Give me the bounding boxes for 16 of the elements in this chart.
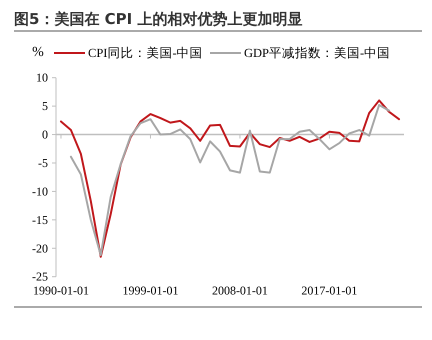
y-tick-label: -15 — [32, 212, 48, 227]
x-tick-label: 2008-01-01 — [212, 284, 268, 298]
y-tick-label: 10 — [36, 70, 48, 85]
y-tick-label: 0 — [42, 128, 48, 142]
y-axis-title: % — [32, 45, 44, 60]
y-tick-label: -5 — [38, 156, 48, 170]
x-tick-label: 1990-01-01 — [32, 284, 89, 298]
y-tick-label: 5 — [42, 99, 48, 114]
chart-title: 图5：美国在 CPI 上的相对优势上更加明显 — [14, 10, 302, 28]
y-tick-label: -20 — [32, 241, 48, 256]
x-tick-label: 1999-01-01 — [122, 284, 178, 298]
y-tick-label: -25 — [32, 270, 48, 284]
legend-label: GDP平减指数：美国-中国 — [244, 45, 390, 60]
legend-label: CPI同比：美国-中国 — [88, 45, 203, 60]
y-tick-label: -10 — [32, 184, 48, 198]
x-tick-label: 2017-01-01 — [301, 284, 358, 298]
